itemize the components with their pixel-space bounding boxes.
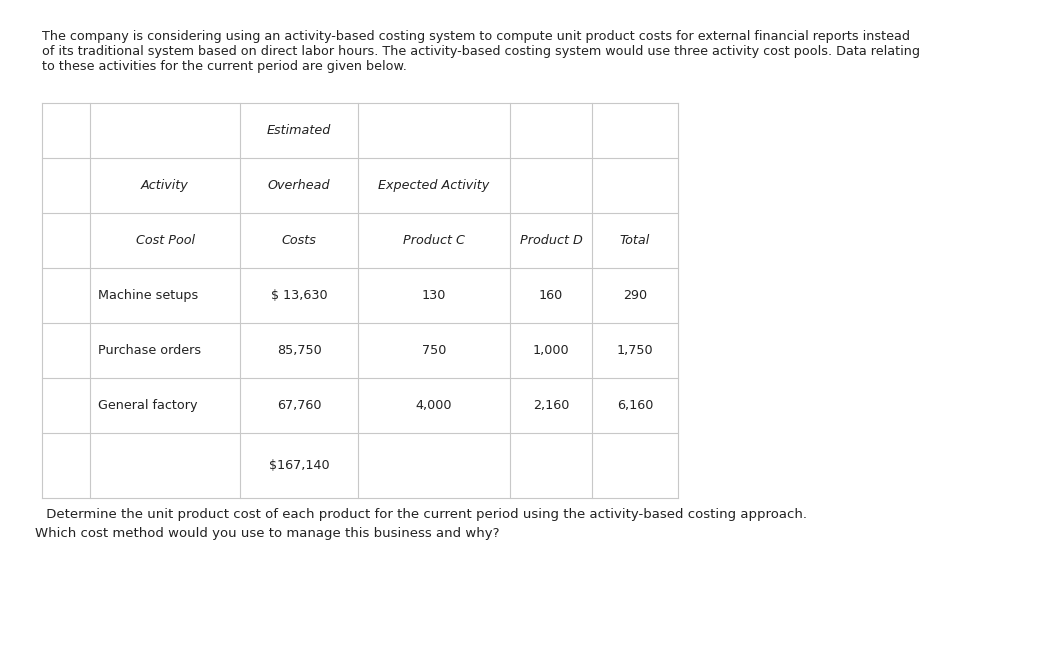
- Text: 160: 160: [539, 289, 563, 302]
- Text: $ 13,630: $ 13,630: [270, 289, 328, 302]
- Text: 750: 750: [422, 344, 446, 357]
- Text: Total: Total: [620, 234, 650, 247]
- Text: Product C: Product C: [404, 234, 465, 247]
- Text: Activity: Activity: [141, 179, 189, 192]
- Text: Expected Activity: Expected Activity: [379, 179, 490, 192]
- Text: Overhead: Overhead: [267, 179, 331, 192]
- Text: 1,000: 1,000: [532, 344, 569, 357]
- Text: 1,750: 1,750: [617, 344, 653, 357]
- Text: Cost Pool: Cost Pool: [135, 234, 194, 247]
- Text: 290: 290: [623, 289, 647, 302]
- Text: Which cost method would you use to manage this business and why?: Which cost method would you use to manag…: [35, 527, 499, 540]
- Text: Costs: Costs: [282, 234, 316, 247]
- Text: The company is considering using an activity-based costing system to compute uni: The company is considering using an acti…: [42, 30, 910, 43]
- Text: 2,160: 2,160: [532, 399, 569, 412]
- Text: 85,750: 85,750: [277, 344, 321, 357]
- Text: Determine the unit product cost of each product for the current period using the: Determine the unit product cost of each …: [42, 508, 807, 521]
- Text: 6,160: 6,160: [617, 399, 653, 412]
- Text: $167,140: $167,140: [268, 459, 330, 472]
- Text: 4,000: 4,000: [416, 399, 452, 412]
- Text: Machine setups: Machine setups: [98, 289, 199, 302]
- Text: Purchase orders: Purchase orders: [98, 344, 201, 357]
- Text: 130: 130: [422, 289, 446, 302]
- Text: of its traditional system based on direct labor hours. The activity-based costin: of its traditional system based on direc…: [42, 45, 920, 58]
- Text: 67,760: 67,760: [277, 399, 321, 412]
- Text: General factory: General factory: [98, 399, 198, 412]
- Text: Estimated: Estimated: [267, 124, 331, 137]
- Text: to these activities for the current period are given below.: to these activities for the current peri…: [42, 60, 407, 73]
- Text: Product D: Product D: [520, 234, 582, 247]
